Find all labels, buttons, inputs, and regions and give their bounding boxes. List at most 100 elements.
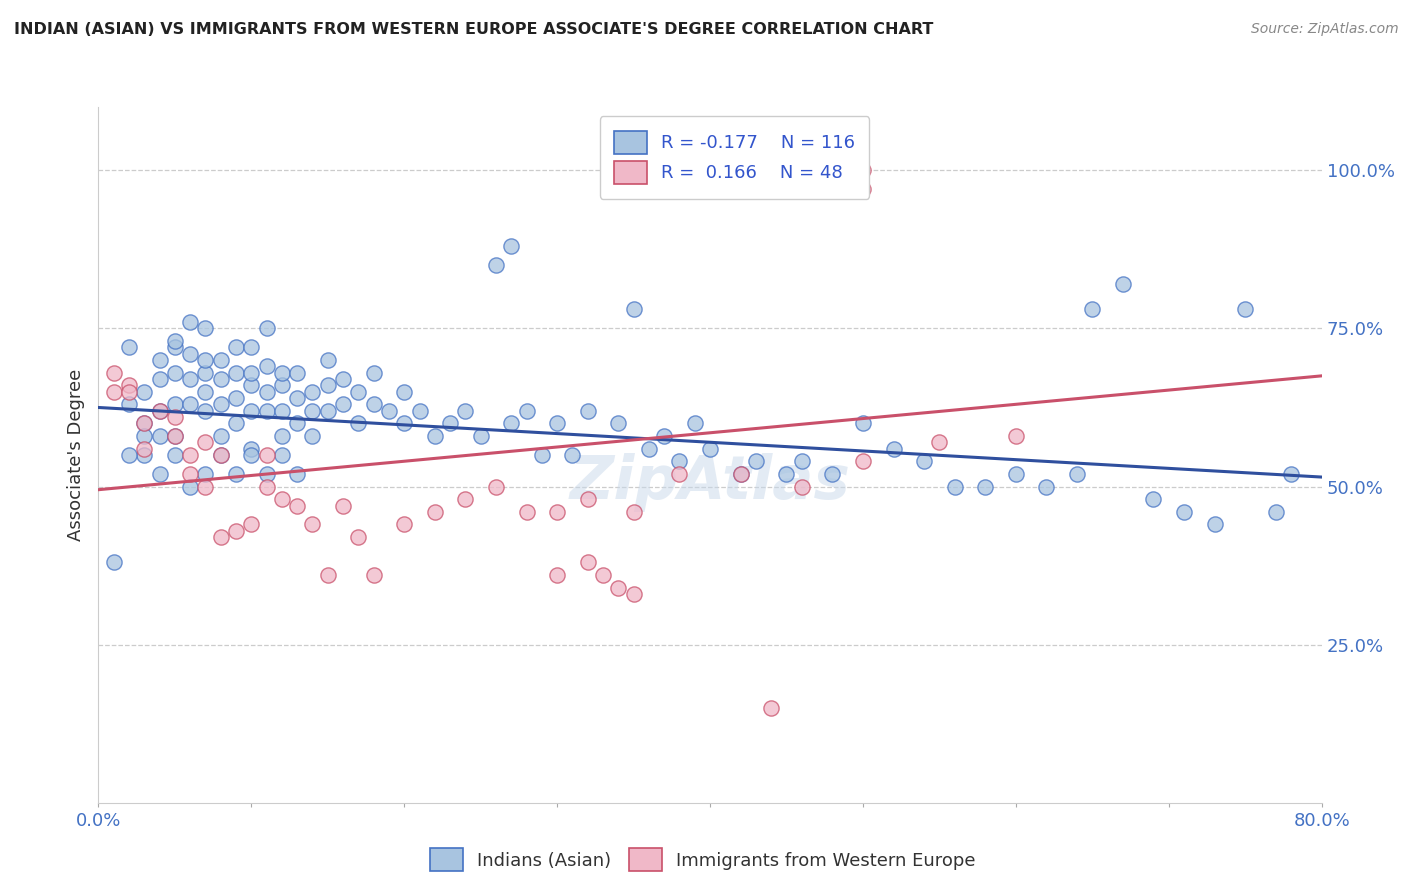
- Point: [637, 442, 661, 456]
- Point: [316, 353, 339, 368]
- Point: [332, 397, 354, 411]
- Point: [423, 429, 446, 443]
- Point: [316, 378, 339, 392]
- Point: [546, 417, 568, 431]
- Point: [530, 448, 553, 462]
- Point: [576, 556, 599, 570]
- Point: [209, 530, 232, 544]
- Point: [118, 384, 141, 399]
- Point: [316, 568, 339, 582]
- Point: [194, 353, 217, 368]
- Point: [270, 403, 292, 417]
- Point: [623, 302, 645, 317]
- Point: [790, 479, 813, 493]
- Point: [209, 397, 232, 411]
- Point: [1004, 467, 1026, 481]
- Point: [194, 467, 217, 481]
- Point: [1234, 302, 1257, 317]
- Point: [194, 321, 217, 335]
- Point: [285, 467, 308, 481]
- Point: [592, 568, 614, 582]
- Point: [179, 479, 201, 493]
- Point: [134, 417, 156, 431]
- Point: [179, 372, 201, 386]
- Point: [363, 397, 385, 411]
- Point: [163, 448, 186, 462]
- Point: [1204, 517, 1226, 532]
- Point: [301, 429, 323, 443]
- Point: [134, 417, 156, 431]
- Point: [392, 417, 416, 431]
- Point: [392, 517, 416, 532]
- Point: [943, 479, 966, 493]
- Point: [270, 448, 292, 462]
- Point: [270, 378, 292, 392]
- Point: [883, 442, 905, 456]
- Point: [316, 403, 339, 417]
- Point: [194, 384, 217, 399]
- Point: [240, 378, 263, 392]
- Point: [392, 384, 416, 399]
- Point: [485, 479, 508, 493]
- Point: [118, 378, 141, 392]
- Point: [454, 492, 477, 507]
- Point: [194, 403, 217, 417]
- Point: [240, 448, 263, 462]
- Point: [347, 384, 370, 399]
- Point: [668, 454, 690, 468]
- Point: [256, 448, 278, 462]
- Text: ZipAtlas: ZipAtlas: [569, 453, 851, 512]
- Point: [332, 372, 354, 386]
- Point: [256, 403, 278, 417]
- Point: [240, 442, 263, 456]
- Point: [134, 448, 156, 462]
- Point: [103, 366, 125, 380]
- Point: [256, 479, 278, 493]
- Point: [852, 163, 875, 178]
- Point: [256, 384, 278, 399]
- Point: [163, 429, 186, 443]
- Point: [775, 467, 797, 481]
- Point: [285, 391, 308, 405]
- Point: [103, 384, 125, 399]
- Point: [607, 581, 630, 595]
- Point: [163, 429, 186, 443]
- Point: [118, 340, 141, 354]
- Point: [347, 530, 370, 544]
- Point: [668, 467, 690, 481]
- Point: [103, 556, 125, 570]
- Point: [821, 467, 844, 481]
- Point: [1081, 302, 1104, 317]
- Point: [209, 353, 232, 368]
- Point: [163, 397, 186, 411]
- Point: [285, 417, 308, 431]
- Point: [118, 397, 141, 411]
- Point: [256, 359, 278, 374]
- Point: [928, 435, 950, 450]
- Point: [974, 479, 997, 493]
- Point: [194, 435, 217, 450]
- Point: [1004, 429, 1026, 443]
- Point: [270, 492, 292, 507]
- Point: [408, 403, 430, 417]
- Point: [912, 454, 935, 468]
- Point: [285, 366, 308, 380]
- Point: [546, 505, 568, 519]
- Point: [209, 448, 232, 462]
- Point: [576, 403, 599, 417]
- Point: [378, 403, 401, 417]
- Point: [790, 454, 813, 468]
- Point: [1066, 467, 1088, 481]
- Point: [270, 366, 292, 380]
- Point: [149, 429, 172, 443]
- Point: [179, 397, 201, 411]
- Point: [225, 467, 247, 481]
- Point: [118, 448, 141, 462]
- Point: [225, 340, 247, 354]
- Point: [501, 239, 523, 253]
- Point: [516, 403, 538, 417]
- Point: [240, 340, 263, 354]
- Point: [546, 568, 568, 582]
- Point: [1035, 479, 1057, 493]
- Point: [485, 258, 508, 272]
